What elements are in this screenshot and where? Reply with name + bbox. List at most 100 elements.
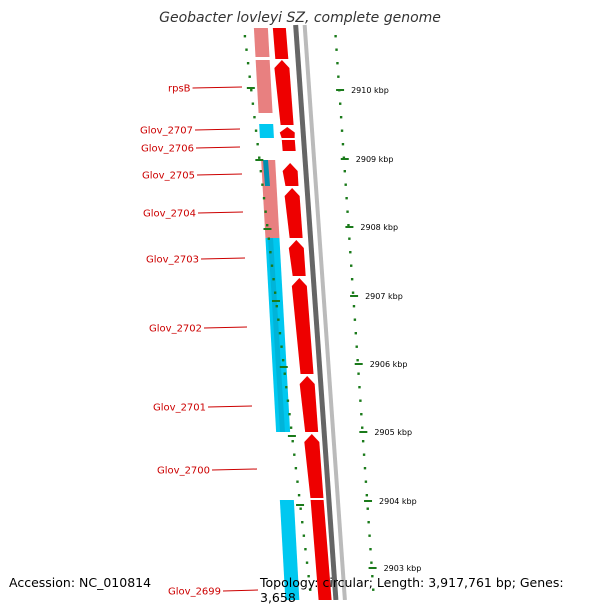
gene-leader-line bbox=[204, 326, 248, 329]
minor-tick bbox=[270, 264, 274, 267]
minor-tick bbox=[343, 170, 346, 173]
gene-leader-line bbox=[195, 128, 241, 131]
gene-label: Glov_2701 bbox=[153, 403, 206, 414]
minor-tick bbox=[301, 521, 304, 524]
minor-tick bbox=[245, 48, 248, 51]
minor-tick bbox=[361, 440, 365, 443]
gene-leader-line bbox=[201, 257, 246, 260]
minor-tick bbox=[357, 372, 360, 375]
backbone-strand-light bbox=[302, 24, 347, 600]
minor-tick bbox=[362, 453, 366, 456]
minor-tick bbox=[273, 291, 277, 294]
minor-tick bbox=[336, 62, 339, 65]
gene-label: Glov_2703 bbox=[146, 255, 199, 266]
minor-tick bbox=[346, 210, 349, 213]
minor-tick bbox=[350, 278, 354, 281]
minor-tick bbox=[368, 534, 371, 537]
cds-arrow bbox=[288, 240, 306, 276]
blast-hit-segment bbox=[263, 160, 270, 186]
gene-label: Glov_2699 bbox=[168, 587, 221, 598]
minor-tick bbox=[342, 156, 346, 159]
minor-tick bbox=[275, 305, 278, 308]
gene-leader-line bbox=[198, 211, 244, 214]
blast-hit-segment bbox=[259, 124, 274, 138]
genome-title: Geobacter lovleyi SZ, complete genome bbox=[159, 10, 441, 26]
minor-tick bbox=[262, 197, 266, 200]
minor-tick bbox=[294, 467, 298, 470]
accession-label: Accession: NC_010814 bbox=[9, 575, 152, 590]
minor-tick bbox=[261, 183, 264, 186]
minor-tick bbox=[370, 561, 373, 564]
minor-tick bbox=[365, 494, 369, 497]
minor-tick bbox=[334, 35, 337, 38]
minor-tick bbox=[269, 251, 272, 254]
minor-tick bbox=[361, 426, 364, 429]
gene-label: Glov_2707 bbox=[140, 126, 193, 137]
minor-tick bbox=[349, 251, 352, 254]
minor-tick bbox=[351, 291, 355, 294]
minor-tick bbox=[250, 89, 253, 92]
minor-tick bbox=[307, 575, 310, 578]
minor-tick bbox=[371, 575, 374, 578]
minor-tick bbox=[358, 386, 361, 389]
minor-tick bbox=[264, 210, 267, 213]
minor-tick bbox=[299, 507, 302, 510]
minor-tick bbox=[366, 507, 369, 510]
minor-tick bbox=[243, 35, 247, 38]
minor-tick bbox=[347, 224, 350, 227]
minor-tick bbox=[251, 102, 255, 105]
kbp-tick-label: 2905 kbp bbox=[374, 428, 412, 437]
minor-tick bbox=[277, 318, 280, 321]
kbp-tick-label: 2908 kbp bbox=[360, 223, 398, 232]
cds-arrow bbox=[272, 28, 289, 59]
minor-tick bbox=[256, 143, 259, 146]
minor-tick bbox=[309, 588, 312, 591]
gene-label: Glov_2704 bbox=[143, 209, 196, 220]
minor-tick bbox=[348, 237, 351, 240]
cds-arrow bbox=[274, 60, 294, 125]
minor-tick bbox=[340, 129, 344, 132]
gene-label: Glov_2702 bbox=[149, 324, 202, 335]
minor-tick bbox=[254, 129, 258, 132]
kbp-tick-label: 2906 kbp bbox=[370, 360, 408, 369]
cds-arrow bbox=[281, 140, 296, 151]
minor-tick bbox=[338, 102, 342, 105]
cds-arrow bbox=[299, 376, 319, 432]
minor-tick bbox=[289, 426, 293, 429]
minor-tick bbox=[291, 440, 294, 443]
minor-tick bbox=[369, 548, 372, 551]
minor-tick bbox=[248, 75, 251, 78]
blast-hit-segment bbox=[265, 238, 291, 432]
minor-tick bbox=[267, 237, 271, 240]
minor-tick bbox=[352, 305, 356, 308]
kbp-tick-label: 2903 kbp bbox=[384, 564, 422, 573]
minor-tick bbox=[372, 588, 375, 591]
backbone-strand-dark bbox=[293, 24, 339, 600]
minor-tick bbox=[339, 116, 343, 119]
minor-tick bbox=[355, 345, 358, 348]
gene-label: Glov_2705 bbox=[142, 171, 195, 182]
kbp-tick-label: 2907 kbp bbox=[365, 292, 403, 301]
blast-hit-segment bbox=[253, 28, 270, 57]
minor-tick bbox=[354, 332, 358, 335]
minor-tick bbox=[360, 413, 363, 416]
minor-tick bbox=[246, 62, 250, 65]
minor-tick bbox=[356, 359, 359, 362]
gene-leader-line bbox=[212, 468, 258, 471]
minor-tick bbox=[286, 399, 290, 402]
minor-tick bbox=[266, 224, 269, 227]
blast-hit-segment bbox=[279, 500, 300, 600]
blast-hit-segment bbox=[268, 238, 285, 432]
minor-tick bbox=[359, 399, 362, 402]
minor-tick bbox=[253, 116, 256, 119]
minor-tick bbox=[363, 467, 367, 470]
minor-tick bbox=[272, 278, 275, 281]
cds-arrow bbox=[284, 188, 303, 238]
topology-info: Topology: circular; Length: 3,917,761 bp… bbox=[260, 575, 564, 605]
minor-tick bbox=[367, 521, 370, 524]
minor-tick bbox=[335, 48, 338, 51]
cds-arrow bbox=[310, 500, 332, 600]
kbp-tick-label: 2909 kbp bbox=[356, 155, 394, 164]
